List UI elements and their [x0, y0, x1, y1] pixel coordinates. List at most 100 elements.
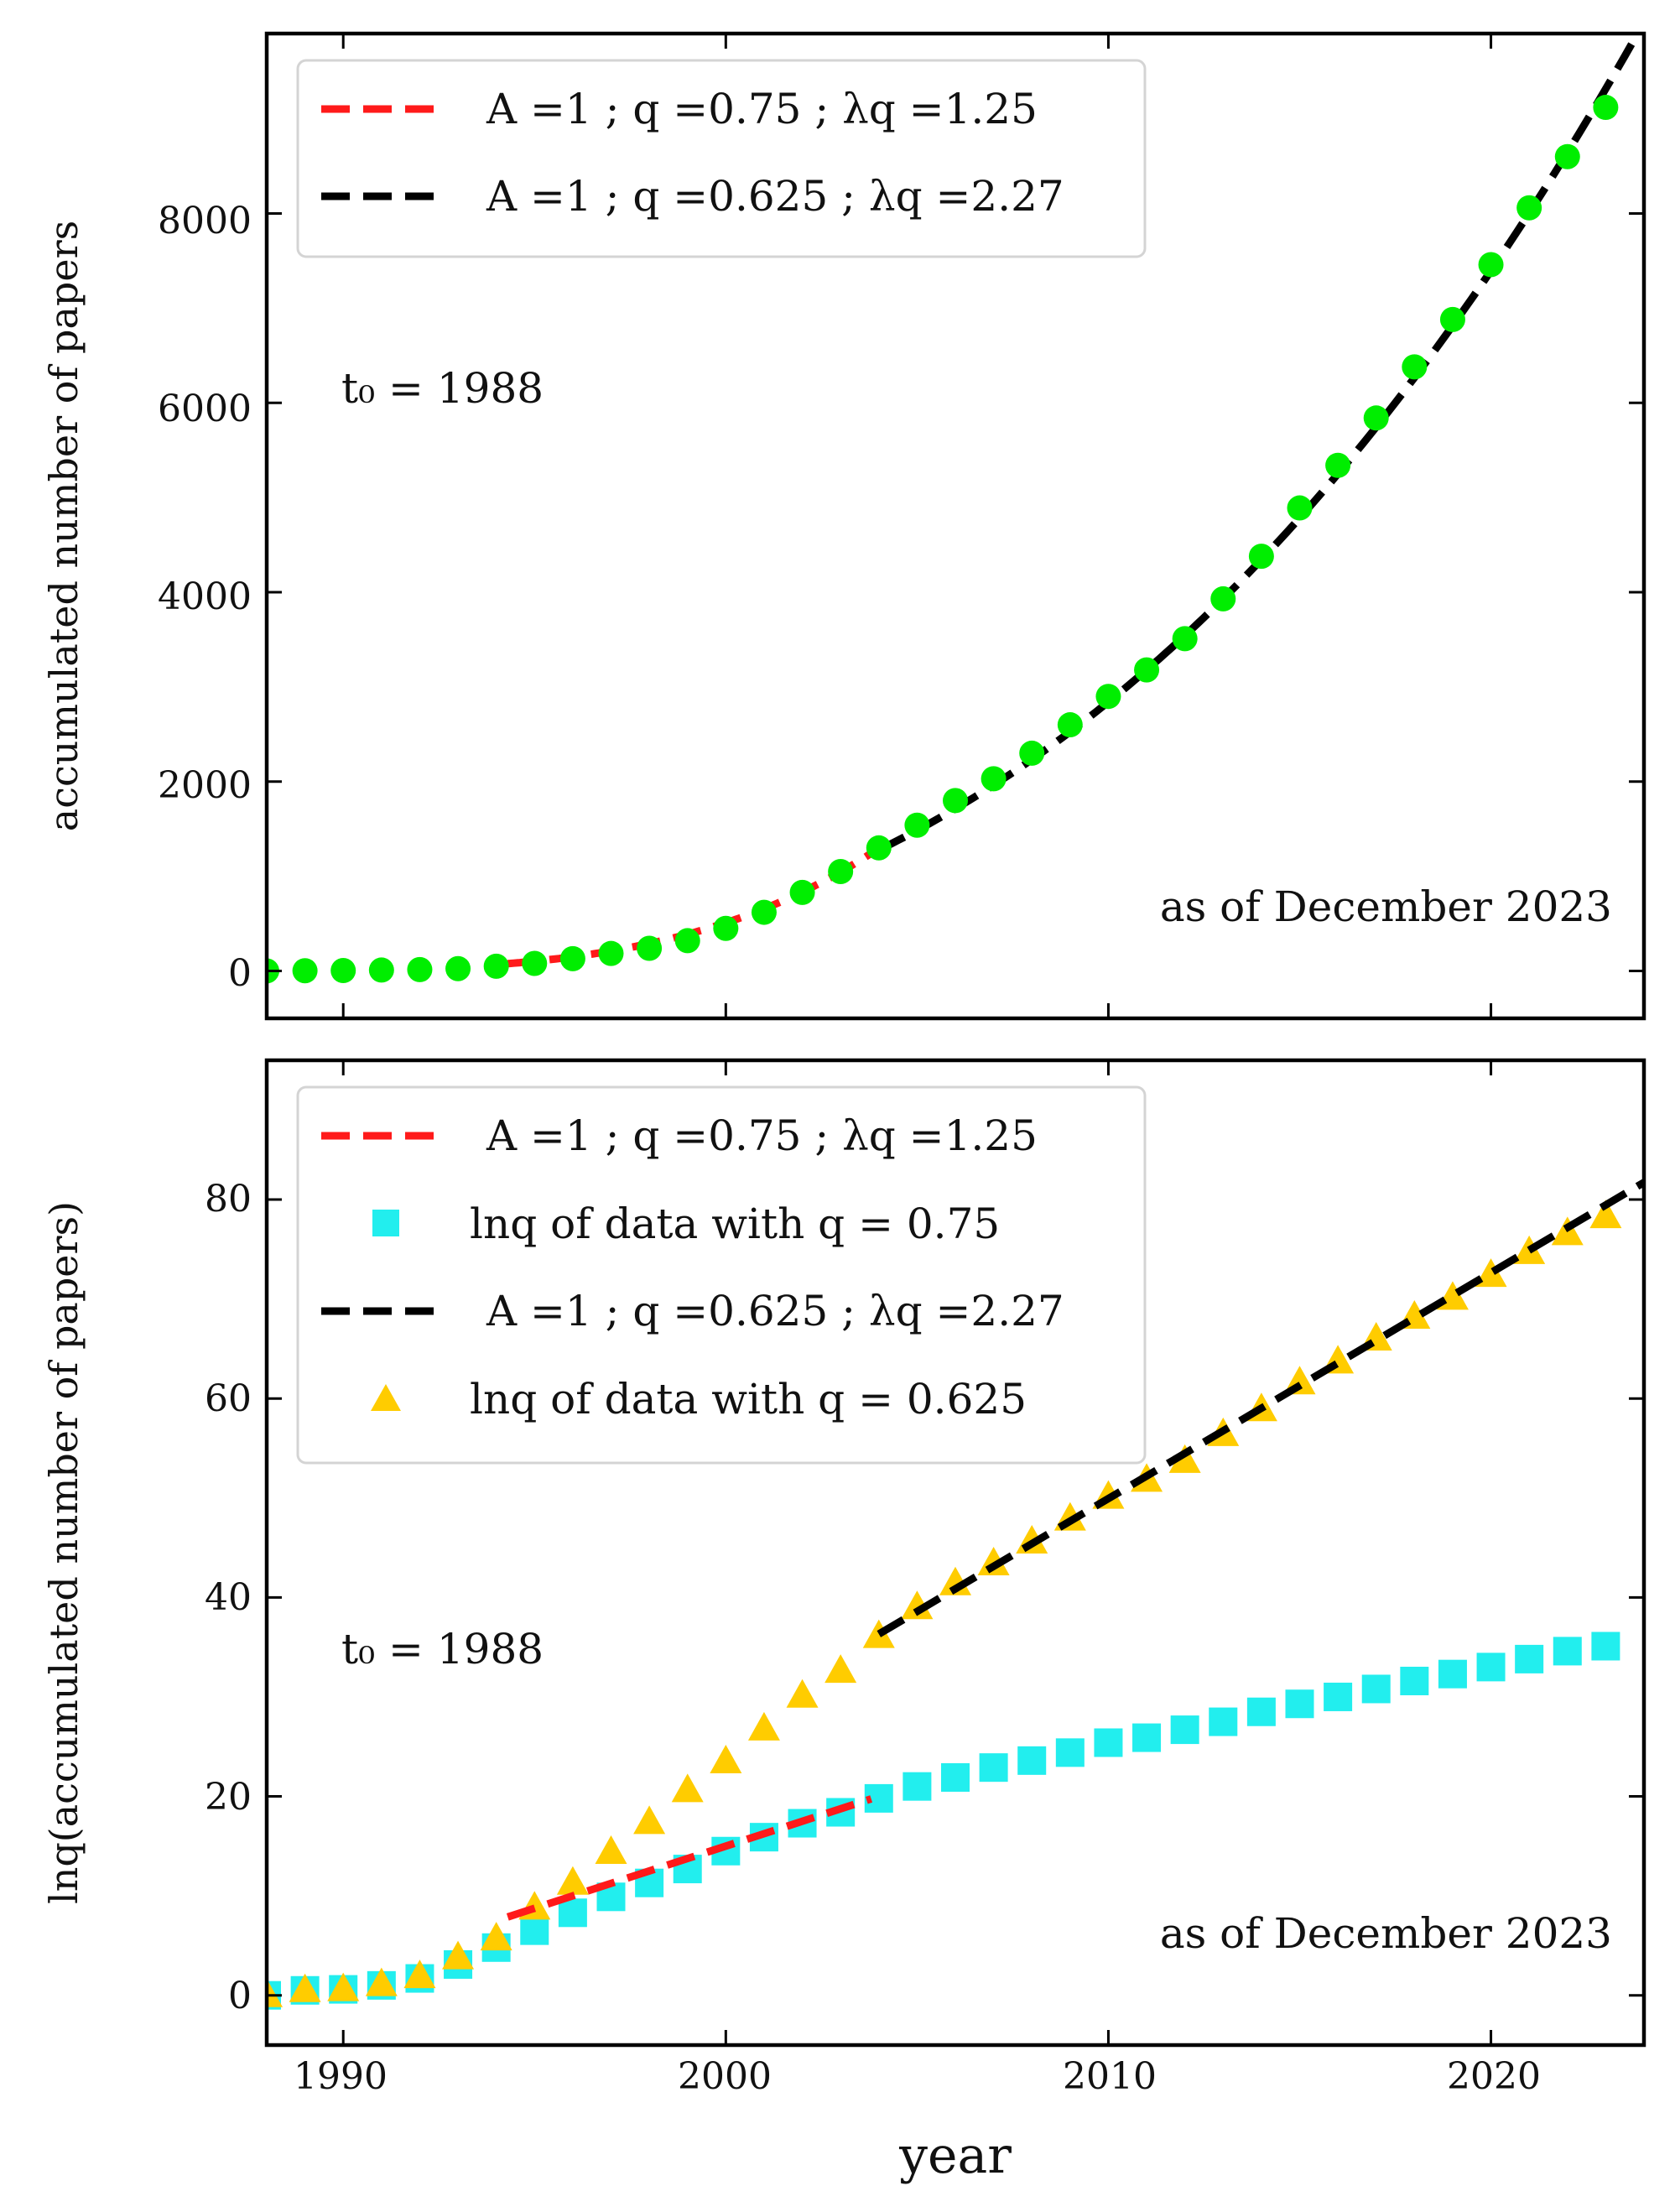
top-ytick-label: 8000: [158, 200, 252, 242]
bottom-square-point: [1553, 1637, 1582, 1666]
bottom-legend-label-cyan-data: lnq of data with q = 0.75: [470, 1200, 1000, 1248]
bottom-triangle-point: [556, 1866, 589, 1895]
bottom-square-point: [979, 1753, 1008, 1783]
bottom-triangle-point: [633, 1805, 666, 1835]
bottom-square-point: [1438, 1659, 1467, 1689]
bottom-triangle-point: [747, 1711, 780, 1741]
top-data-point: [1363, 405, 1389, 431]
top-data-point: [1593, 95, 1619, 121]
bottom-square-point: [1094, 1728, 1123, 1757]
bottom-triangle-point: [786, 1679, 819, 1708]
bottom-square-point: [1361, 1674, 1391, 1704]
top-panel: 0 2000 4000 6000 8000 accumulated number…: [41, 31, 1646, 1021]
top-data-point: [1057, 712, 1083, 738]
top-ytick-label: 2000: [158, 764, 252, 807]
bottom-t0-annotation: t₀ = 1988: [341, 1625, 544, 1673]
bottom-ytick-label: 20: [205, 1776, 252, 1819]
bottom-triangle-point: [595, 1835, 627, 1864]
top-data-point: [943, 788, 968, 814]
bottom-legend-gold-triangle-swatch: [371, 1384, 401, 1411]
bottom-plot-frame: [264, 1058, 1646, 2048]
bottom-triangle-point: [901, 1590, 934, 1620]
top-data-point: [368, 957, 394, 983]
bottom-date-annotation: as of December 2023: [1160, 1909, 1612, 1958]
bottom-legend-cyan-square-swatch: [372, 1210, 399, 1236]
bottom-legend: A =1 ; q =0.75 ; λq =1.25 lnq of data wi…: [296, 1085, 1147, 1465]
bottom-triangle-point: [480, 1922, 512, 1951]
top-data-point: [559, 945, 585, 971]
top-data-point: [904, 812, 930, 838]
bottom-square-point: [1170, 1715, 1199, 1745]
bottom-legend-label-red-fit: A =1 ; q =0.75 ; λq =1.25: [486, 1111, 1038, 1160]
bottom-y-axis-label: lnq(accumulated number of papers): [41, 1201, 86, 1904]
top-data-point: [598, 940, 624, 966]
bottom-square-point: [1017, 1746, 1047, 1775]
bottom-square-point: [1055, 1738, 1085, 1767]
top-data-point: [483, 953, 509, 979]
top-t0-annotation: t₀ = 1988: [341, 364, 544, 413]
top-data-point: [1554, 143, 1580, 169]
top-data-point: [292, 958, 318, 984]
top-ticks: [267, 34, 1644, 1018]
top-data-point: [407, 956, 433, 982]
top-data-point: [981, 766, 1007, 792]
top-data-point: [789, 879, 815, 905]
bottom-square-point: [941, 1763, 970, 1793]
top-data-points: [267, 95, 1619, 984]
bottom-square-point: [520, 1916, 549, 1945]
top-data-point: [330, 957, 356, 983]
top-ytick-label: 4000: [158, 575, 252, 618]
top-data-point: [1402, 354, 1428, 380]
bottom-legend-label-black-fit: A =1 ; q =0.625 ; λq =2.27: [486, 1287, 1064, 1335]
bottom-triangle-point: [267, 1978, 283, 2007]
bottom-xtick-label: 2000: [678, 2055, 772, 2098]
top-data-point: [445, 955, 471, 981]
top-data-point: [1478, 252, 1504, 278]
bottom-triangle-point: [327, 1972, 360, 2001]
top-date-annotation: as of December 2023: [1160, 882, 1612, 931]
bottom-square-point: [1476, 1652, 1506, 1682]
bottom-square-point: [1132, 1723, 1162, 1752]
bottom-square-point: [1209, 1707, 1238, 1736]
bottom-triangle-point: [671, 1773, 704, 1803]
bottom-triangle-point: [365, 1967, 398, 1996]
bottom-triangle-point: [289, 1973, 321, 2002]
top-data-point: [1095, 684, 1121, 710]
top-data-point: [522, 950, 548, 976]
bottom-ticks: [267, 1060, 1644, 2045]
bottom-square-point: [903, 1772, 932, 1801]
top-legend-label-black-fit: A =1 ; q =0.625 ; λq =2.27: [486, 172, 1064, 221]
bottom-square-point: [558, 1898, 587, 1928]
bottom-square-point: [1324, 1682, 1353, 1711]
x-axis-label: year: [898, 2126, 1012, 2185]
top-legend-box: [296, 59, 1147, 258]
top-data-point: [866, 835, 892, 861]
top-data-point: [1516, 195, 1542, 221]
bottom-triangle-point: [1475, 1258, 1507, 1288]
top-data-point: [1210, 586, 1236, 612]
top-data-point: [751, 899, 777, 925]
top-legend-label-red-fit: A =1 ; q =0.75 ; λq =1.25: [486, 85, 1038, 133]
bottom-fit-line-red: [506, 1795, 873, 1921]
bottom-legend-box: [296, 1085, 1147, 1465]
bottom-triangle-point: [1589, 1200, 1622, 1229]
bottom-panel: 0 20 40 60 80 1990 2000 2010 2020 lnq(ac…: [41, 1058, 1646, 2185]
top-data-point: [1172, 626, 1198, 652]
top-data-point: [1325, 452, 1351, 478]
bottom-square-point: [1515, 1644, 1544, 1673]
bottom-square-point: [1400, 1666, 1429, 1695]
bottom-ytick-label: 40: [205, 1576, 252, 1619]
bottom-triangle-point: [977, 1547, 1010, 1576]
top-ytick-label: 6000: [158, 388, 252, 430]
top-legend: A =1 ; q =0.75 ; λq =1.25 A =1 ; q =0.62…: [296, 59, 1147, 258]
top-data-point: [1134, 657, 1160, 683]
top-data-point: [1248, 544, 1274, 570]
bottom-xtick-label: 1990: [294, 2055, 388, 2098]
bottom-triangle-point: [1168, 1444, 1201, 1473]
bottom-ytick-label: 60: [205, 1377, 252, 1420]
top-data-point: [828, 859, 854, 885]
bottom-triangle-point: [710, 1745, 742, 1774]
bottom-square-point: [1591, 1632, 1620, 1661]
top-data-point: [713, 915, 739, 941]
